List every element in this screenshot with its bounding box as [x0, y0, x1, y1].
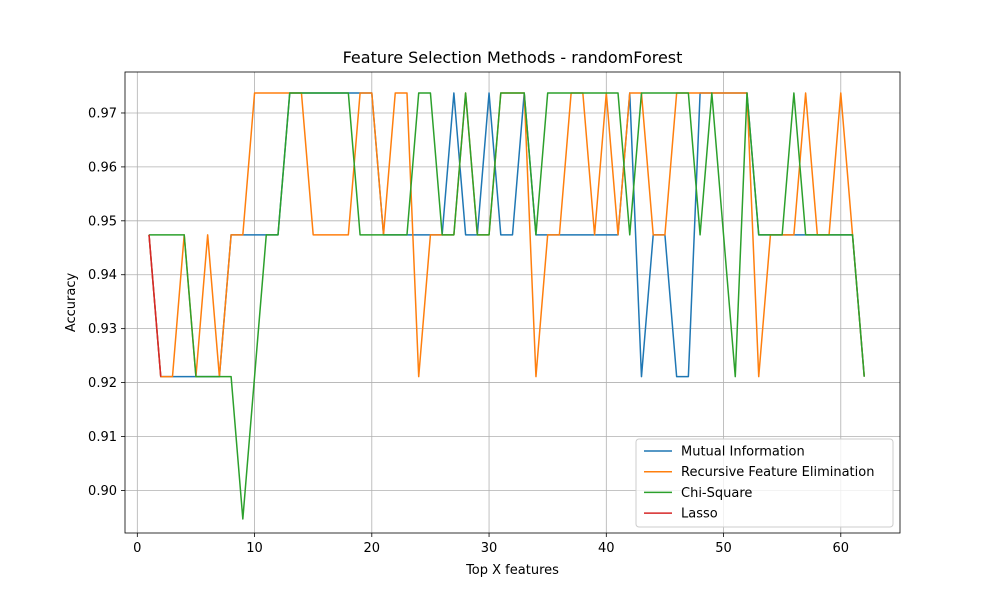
axes-frame	[124, 71, 901, 534]
series-line-chi-square	[149, 92, 865, 520]
y-tick-label: 0.94	[88, 268, 117, 283]
x-tick-label: 60	[833, 541, 850, 556]
y-axis-label: Accuracy	[64, 273, 79, 333]
y-tick-label: 0.92	[88, 376, 117, 391]
legend: Mutual Information Recursive Feature Elim…	[635, 438, 894, 528]
x-tick-label: 30	[481, 541, 498, 556]
x-tick-label: 40	[598, 541, 615, 556]
y-tick-label: 0.96	[88, 160, 117, 175]
y-tick-label: 0.95	[88, 214, 117, 229]
x-tick-label: 20	[364, 541, 381, 556]
legend-label: Recursive Feature Elimination	[681, 465, 874, 480]
x-tick-label: 10	[246, 541, 263, 556]
y-tick-label: 0.91	[88, 430, 117, 445]
series-lines	[148, 92, 865, 520]
x-tick-label: 0	[133, 541, 141, 556]
ticks: 0 10 20 30 40 50 60 0.90 0.91 0.92 0.93 0.94 0.95 0.9…	[88, 106, 849, 556]
x-tick-label: 50	[715, 541, 732, 556]
legend-label: Lasso	[681, 507, 718, 522]
chart-title: Feature Selection Methods - randomForest	[343, 48, 683, 67]
y-tick-label: 0.90	[88, 484, 117, 499]
legend-box	[635, 438, 894, 528]
legend-label: Chi-Square	[681, 486, 752, 501]
axes	[124, 71, 901, 534]
y-tick-label: 0.97	[88, 106, 117, 121]
legend-label: Mutual Information	[681, 445, 805, 460]
y-tick-label: 0.93	[88, 322, 117, 337]
x-axis-label: Top X features	[465, 563, 559, 578]
series-line-lasso	[148, 234, 162, 377]
